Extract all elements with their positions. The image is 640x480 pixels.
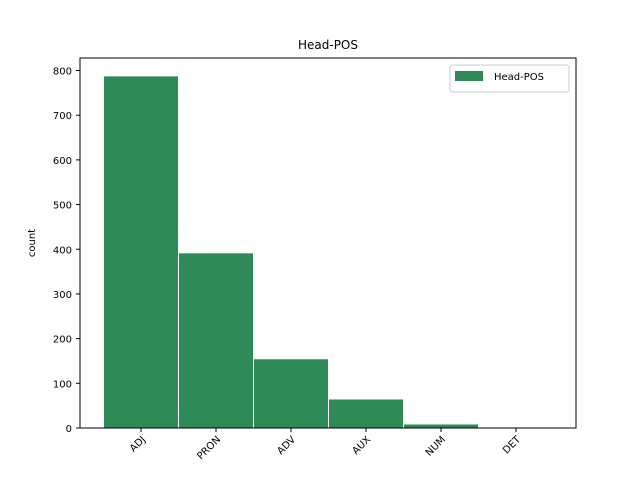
y-axis-label: count	[27, 229, 38, 257]
y-tick-label-800: 800	[53, 67, 72, 78]
y-tick-label-100: 100	[53, 379, 72, 390]
y-tick-label-0: 0	[66, 424, 72, 435]
y-axis-ticks: 0 100 200 300 400 500 600 700 800	[53, 67, 80, 435]
y-tick-label-200: 200	[53, 335, 72, 346]
bar-adv	[253, 358, 329, 429]
plot-frame	[79, 57, 577, 429]
y-tick-label-300: 300	[53, 290, 72, 301]
y-tick-label-700: 700	[53, 111, 72, 122]
y-tick-label-500: 500	[53, 201, 72, 212]
bar-adj	[103, 75, 179, 429]
legend-label: Head-POS	[494, 72, 544, 83]
bar-num	[403, 423, 479, 429]
bar-aux	[328, 398, 404, 429]
chart-title: Head-POS	[298, 38, 358, 52]
y-tick-label-400: 400	[53, 245, 72, 256]
bar-pron	[178, 252, 254, 429]
y-tick-label-600: 600	[53, 156, 72, 167]
legend-swatch	[455, 71, 483, 81]
legend: Head-POS	[449, 64, 570, 93]
